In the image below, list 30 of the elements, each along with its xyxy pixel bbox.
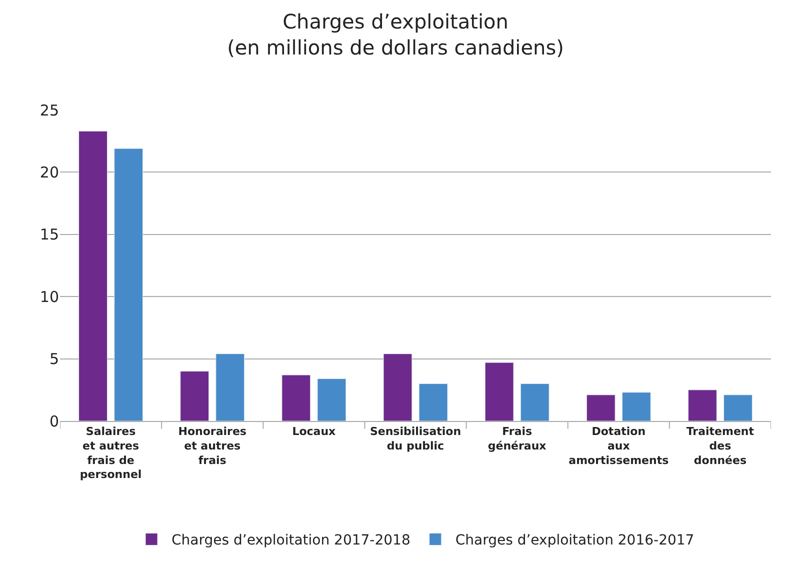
bar xyxy=(180,370,210,421)
bar xyxy=(78,130,108,421)
y-tick-label: 0 xyxy=(49,412,59,430)
x-tick-label: Salaires et autres frais de personnel xyxy=(80,425,142,482)
bar xyxy=(282,374,311,421)
y-tick-label: 20 xyxy=(40,163,59,182)
bar xyxy=(586,394,616,421)
x-tick-label: Locaux xyxy=(292,425,336,438)
bar xyxy=(622,392,651,421)
y-tick-label: 15 xyxy=(40,226,59,244)
y-tick-label: 10 xyxy=(40,288,59,306)
x-tick-label: Dotation aux amortissements xyxy=(568,425,670,467)
x-tick-label: Sensibilisation du public xyxy=(370,425,462,452)
x-tick-label: Traitement des données xyxy=(686,425,754,467)
legend-label: Charges d’exploitation 2017-2018 xyxy=(172,532,410,549)
bar xyxy=(520,383,550,421)
chart-title: Charges d’exploitation (en millions de dollars canadiens) xyxy=(227,9,564,60)
y-tick-label: 25 xyxy=(40,101,59,120)
bar xyxy=(216,354,245,421)
bar xyxy=(724,394,752,421)
bar xyxy=(114,148,144,421)
bar xyxy=(418,383,448,421)
bar xyxy=(484,362,514,421)
legend-label: Charges d’exploitation 2016-2017 xyxy=(455,532,694,549)
x-tick-label: Honoraires et autres frais xyxy=(178,425,247,467)
bar xyxy=(688,390,717,421)
bar xyxy=(317,378,346,421)
y-tick-label: 5 xyxy=(49,350,59,368)
bar xyxy=(383,354,412,421)
x-tick-label: Frais généraux xyxy=(488,425,546,452)
